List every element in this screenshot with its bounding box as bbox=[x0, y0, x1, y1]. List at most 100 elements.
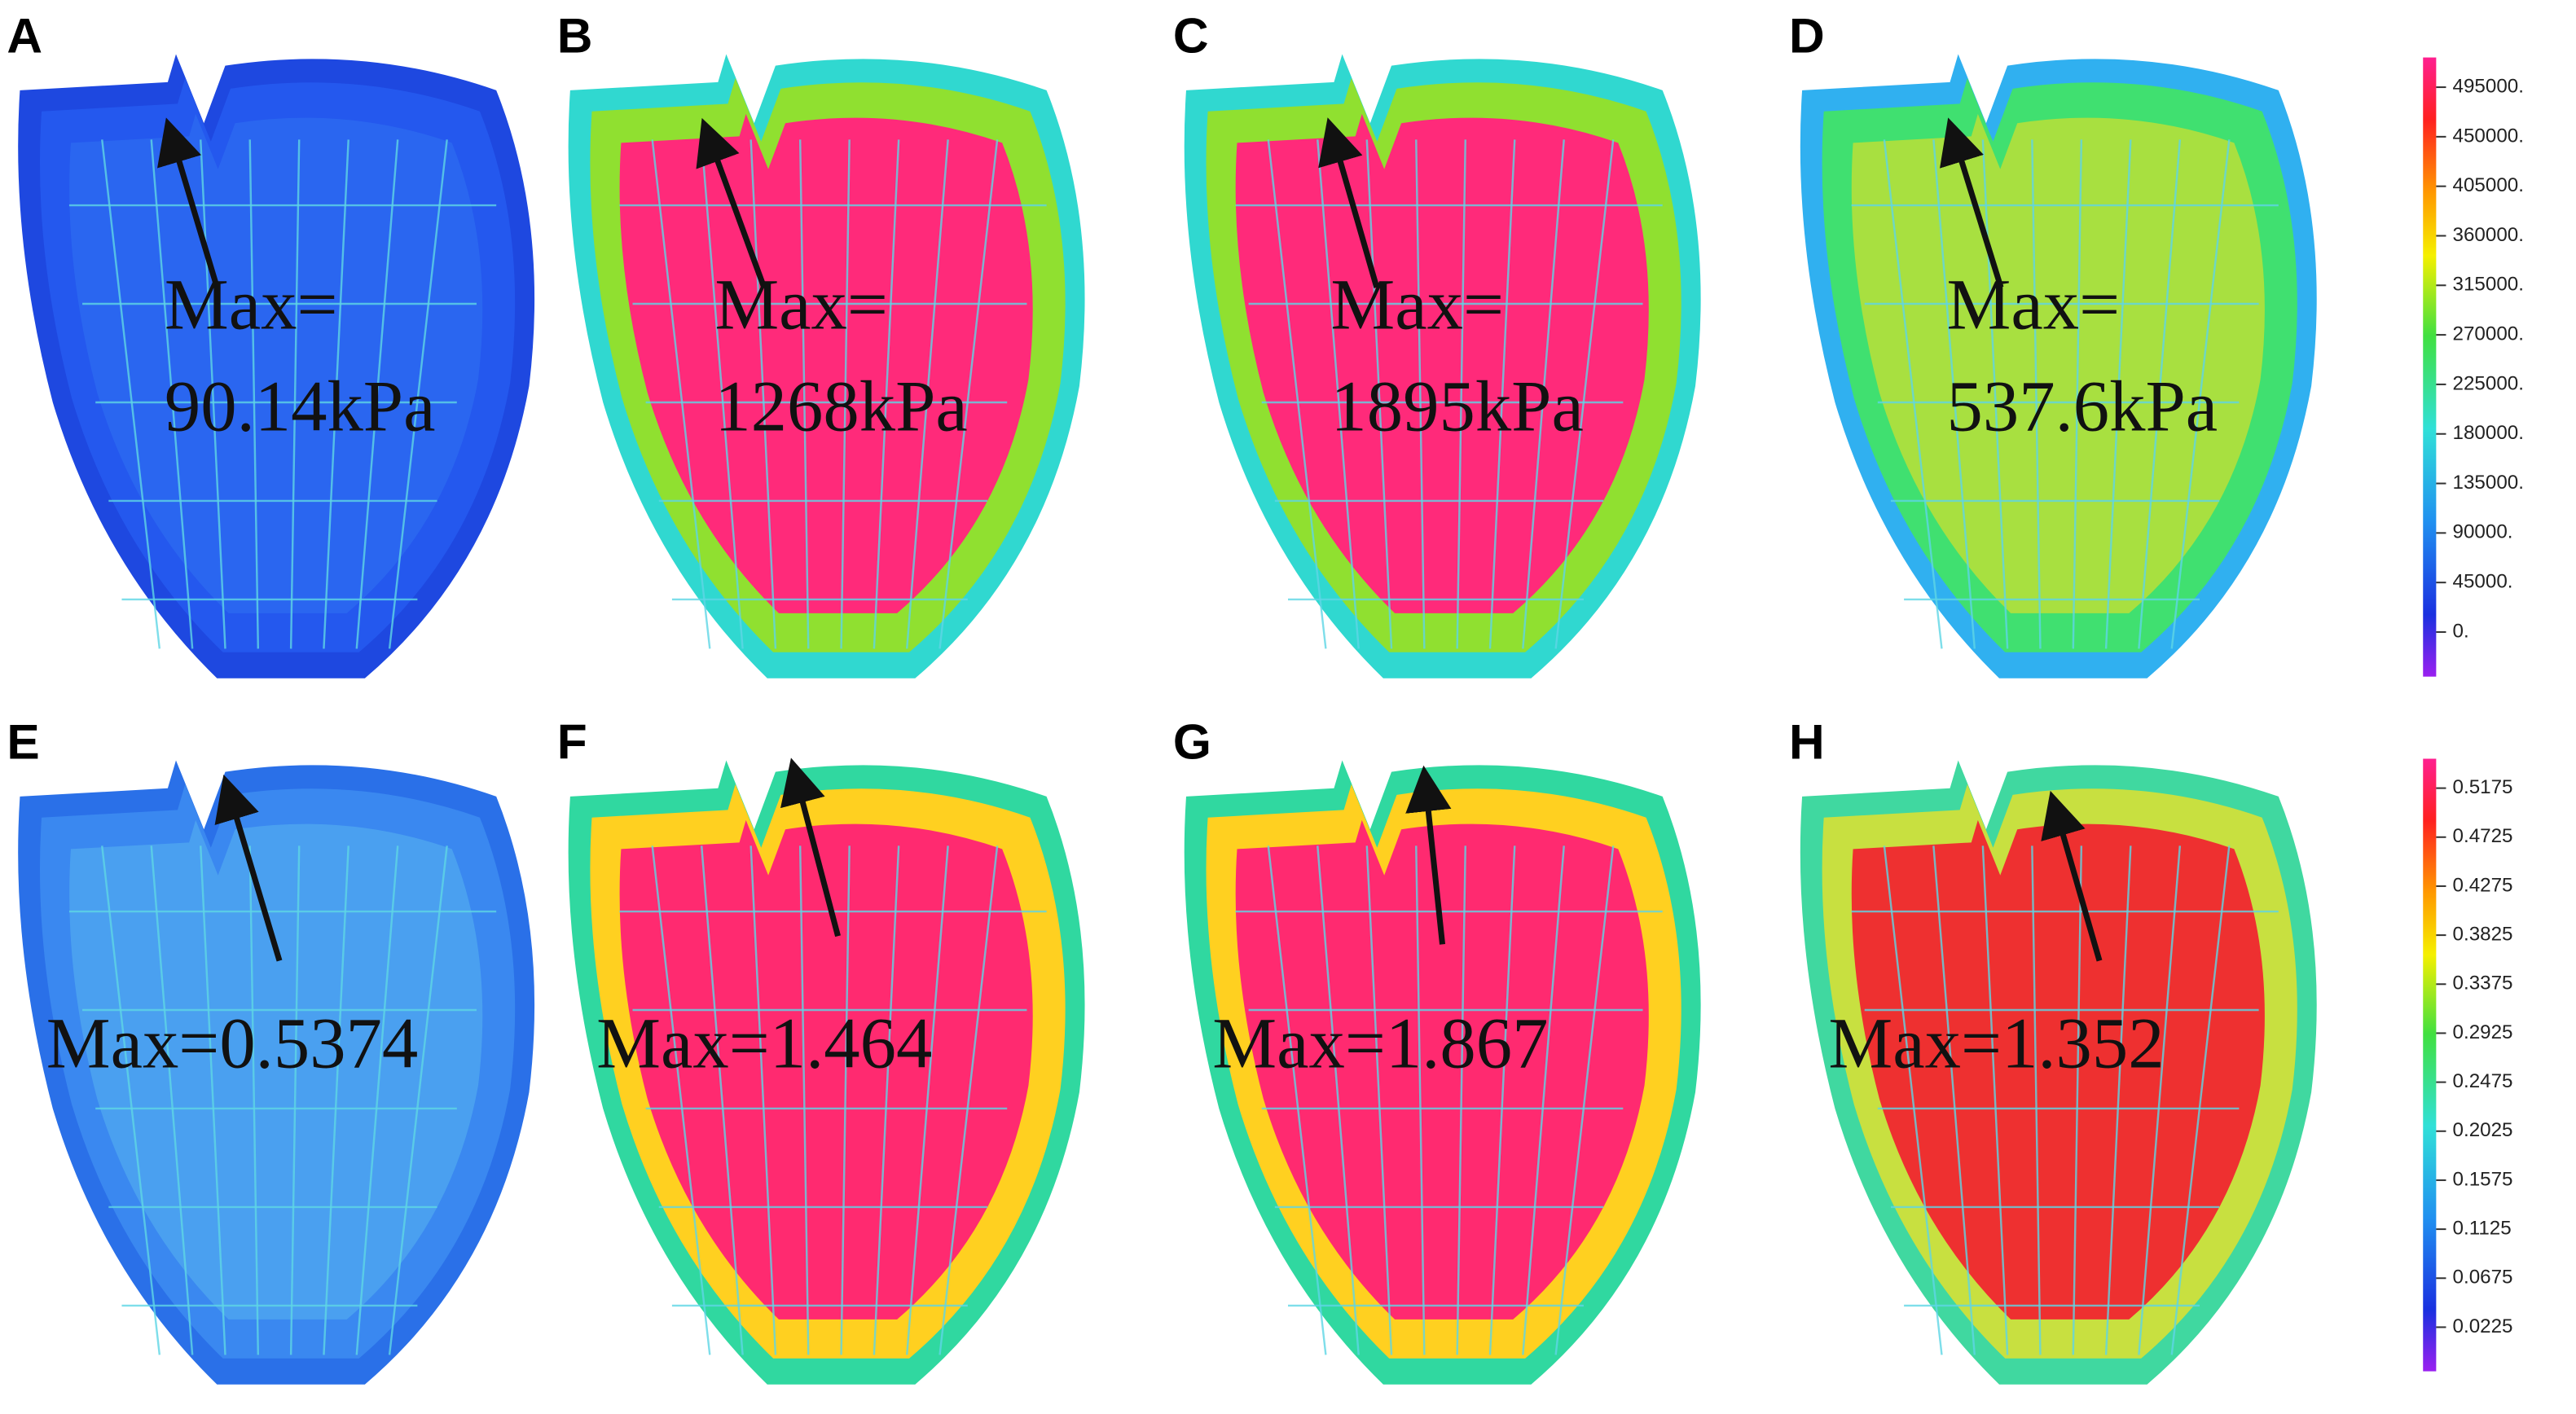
mesh-line bbox=[248, 845, 260, 1355]
panel-label: D bbox=[1789, 8, 1825, 64]
mesh-line bbox=[873, 139, 900, 649]
heart-inner bbox=[69, 819, 483, 1320]
arrow bbox=[780, 758, 841, 938]
mesh-line bbox=[2104, 845, 2132, 1355]
mesh-line bbox=[2170, 139, 2231, 649]
mesh-line bbox=[1456, 139, 1466, 649]
mesh-line bbox=[289, 845, 301, 1355]
mesh-line bbox=[750, 139, 777, 649]
heart-inner bbox=[619, 819, 1033, 1320]
mesh-line bbox=[200, 845, 226, 1355]
mesh-line bbox=[750, 845, 777, 1355]
mesh-line bbox=[1365, 845, 1393, 1355]
heart-inner bbox=[1235, 113, 1649, 613]
mesh-line bbox=[1522, 139, 1565, 649]
mesh-line bbox=[101, 845, 161, 1355]
mesh-line bbox=[1883, 845, 1943, 1355]
mesh-line bbox=[1488, 139, 1516, 649]
heart-panel bbox=[1800, 54, 2317, 678]
mesh-line bbox=[1981, 845, 2009, 1355]
colorbar bbox=[2423, 758, 2437, 1372]
mesh-line bbox=[840, 845, 851, 1355]
mesh-line bbox=[1554, 845, 1615, 1355]
mesh-line bbox=[700, 139, 744, 649]
heart-panel bbox=[568, 54, 1085, 678]
colorbar-tick-label: 45000. bbox=[2453, 571, 2513, 593]
mesh-line bbox=[1932, 845, 1976, 1355]
heart-panel bbox=[18, 54, 535, 678]
mesh-line bbox=[700, 845, 744, 1355]
max-annotation: Max=0.5374 bbox=[46, 1004, 419, 1084]
mesh-line bbox=[906, 845, 949, 1355]
mesh-line bbox=[1554, 139, 1615, 649]
mesh-line bbox=[150, 845, 194, 1355]
colorbar-tick-label: 180000. bbox=[2453, 422, 2524, 444]
panel-label: C bbox=[1173, 8, 1209, 64]
mesh-line bbox=[840, 139, 851, 649]
mesh-line bbox=[651, 139, 711, 649]
mesh-line bbox=[939, 139, 999, 649]
heart-inner bbox=[1851, 819, 2265, 1320]
mesh-line bbox=[2104, 139, 2132, 649]
mesh-line bbox=[1267, 139, 1327, 649]
mesh-line bbox=[1522, 845, 1565, 1355]
mesh-line bbox=[150, 139, 194, 649]
mesh-line bbox=[355, 845, 399, 1355]
arrow bbox=[2041, 790, 2103, 962]
max-annotation: Max= bbox=[1330, 265, 1504, 345]
panel-label: H bbox=[1789, 714, 1825, 770]
colorbar bbox=[2423, 57, 2437, 677]
panel-label: G bbox=[1173, 714, 1211, 770]
mesh-line bbox=[388, 139, 448, 649]
colorbar-tick-label: 450000. bbox=[2453, 125, 2524, 147]
colorbar-tick-label: 0.0225 bbox=[2453, 1315, 2513, 1337]
colorbar-tick-label: 225000. bbox=[2453, 372, 2524, 394]
panel-label: F bbox=[557, 714, 587, 770]
panel-label: E bbox=[7, 714, 39, 770]
mesh-line bbox=[1883, 139, 1943, 649]
max-annotation: Max= bbox=[165, 265, 338, 345]
colorbar-tick-label: 360000. bbox=[2453, 224, 2524, 246]
arrow bbox=[696, 117, 767, 289]
mesh-line bbox=[2138, 845, 2182, 1355]
max-annotation: Max= bbox=[714, 265, 888, 345]
heart-panel bbox=[1184, 760, 1701, 1385]
mesh-line bbox=[388, 845, 448, 1355]
colorbar-tick-label: 0.1575 bbox=[2453, 1168, 2513, 1190]
arrow bbox=[1318, 117, 1380, 288]
heart-inner bbox=[619, 113, 1033, 613]
heart-panel bbox=[1800, 760, 2317, 1385]
mesh-line bbox=[355, 139, 399, 649]
max-annotation: Max= bbox=[1947, 265, 2121, 345]
max-annotation: Max=1.352 bbox=[1828, 1004, 2164, 1084]
max-annotation: 537.6kPa bbox=[1947, 367, 2218, 446]
colorbar-tick-label: 90000. bbox=[2453, 521, 2513, 543]
mesh-line bbox=[1267, 845, 1327, 1355]
colorbar-tick-label: 0.2475 bbox=[2453, 1070, 2513, 1092]
colorbar-tick-label: 0.5175 bbox=[2453, 776, 2513, 798]
heart-panel bbox=[1184, 54, 1701, 678]
mesh-line bbox=[289, 139, 301, 649]
mesh-line bbox=[798, 845, 810, 1355]
mesh-line bbox=[2138, 139, 2182, 649]
mesh-line bbox=[1415, 845, 1426, 1355]
colorbar-tick-label: 0.4725 bbox=[2453, 825, 2513, 847]
mesh-line bbox=[2170, 845, 2231, 1355]
mesh-line bbox=[1415, 139, 1426, 649]
mesh-line bbox=[323, 139, 349, 649]
mesh-line bbox=[101, 139, 161, 649]
colorbar-tick-label: 0.4275 bbox=[2453, 874, 2513, 896]
heart-panel bbox=[18, 760, 535, 1385]
mesh-line bbox=[2031, 845, 2042, 1355]
colorbar-tick-label: 405000. bbox=[2453, 174, 2524, 196]
colorbar-tick-label: 0. bbox=[2453, 620, 2469, 642]
mesh-line bbox=[1456, 845, 1466, 1355]
mesh-line bbox=[906, 139, 949, 649]
mesh-line bbox=[1317, 139, 1360, 649]
mesh-line bbox=[873, 845, 900, 1355]
panel-label: B bbox=[557, 8, 593, 64]
heart-inner bbox=[1235, 819, 1649, 1320]
colorbar-tick-label: 135000. bbox=[2453, 472, 2524, 494]
heart-inner bbox=[69, 113, 483, 613]
